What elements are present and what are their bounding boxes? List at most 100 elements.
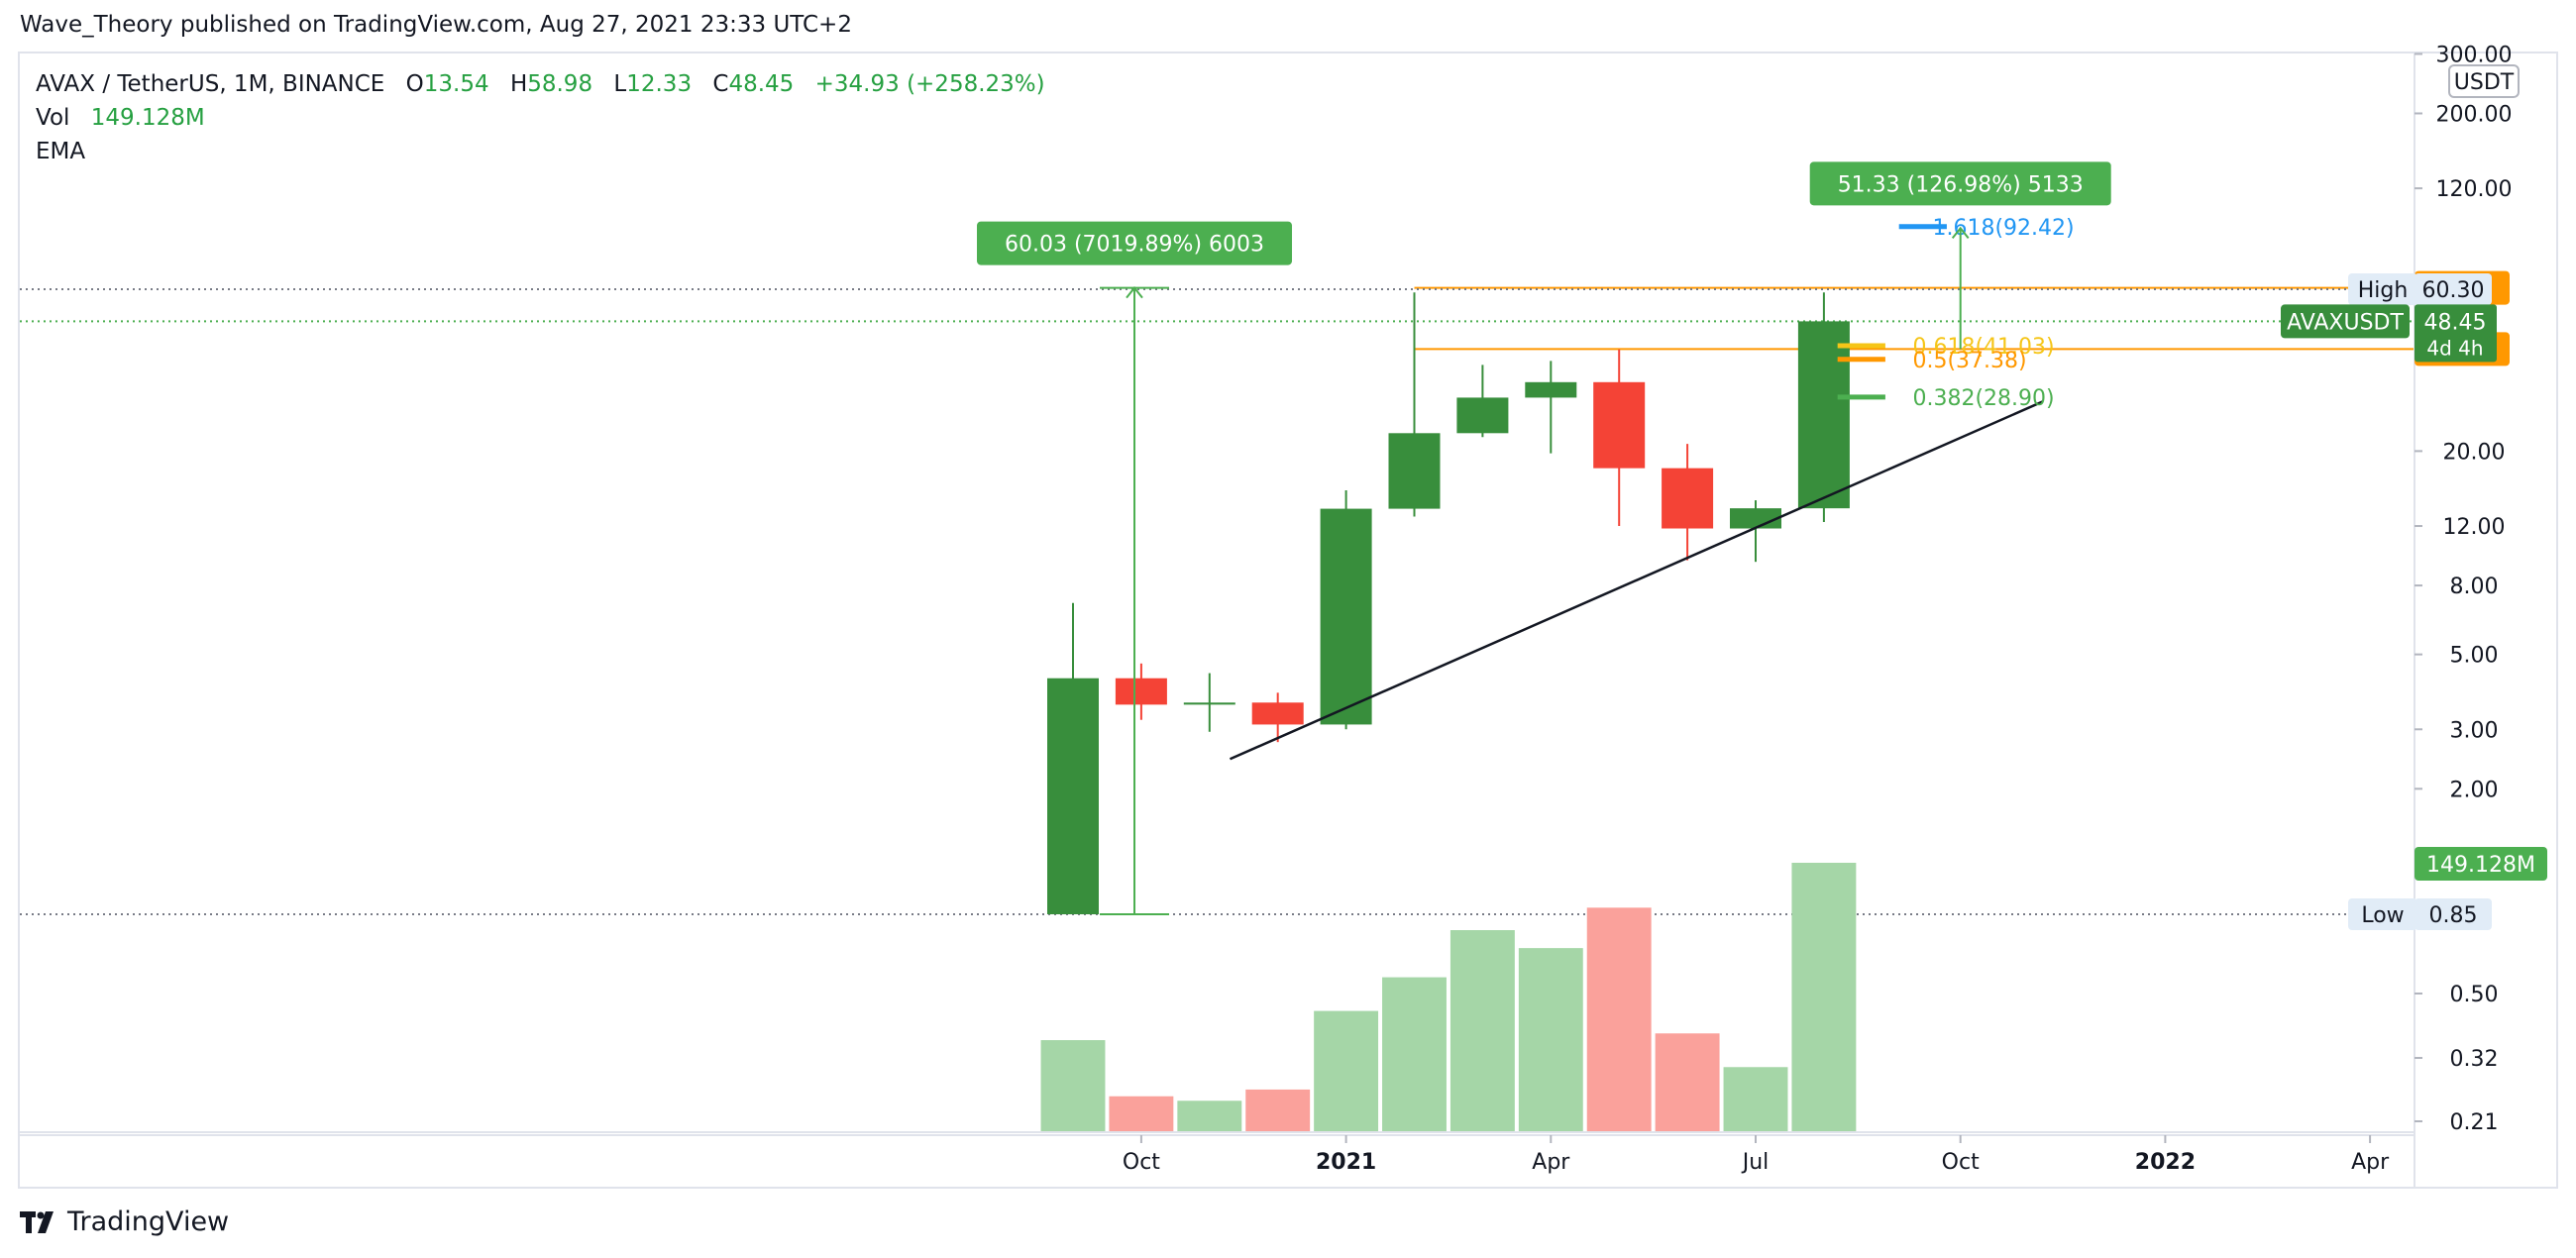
candle-body <box>1797 321 1850 509</box>
axis-badge-symbol-bg <box>2281 304 2410 339</box>
price-tick-300.00: 300.00 <box>2436 43 2513 67</box>
price-tick-2.00: 2.00 <box>2450 778 2499 802</box>
price-tick-8.00: 8.00 <box>2450 575 2499 599</box>
candle-body <box>1115 678 1167 705</box>
chart-legend: AVAX / TetherUS, 1M, BINANCE O13.54 H58.… <box>36 67 1045 168</box>
fib-label-3: 0.382(28.90) <box>1912 386 2054 411</box>
legend-close: 48.45 <box>728 71 795 97</box>
time-tick-0: Oct <box>1123 1150 1160 1175</box>
axis-badge-volume-bg <box>2415 847 2547 881</box>
axis-badge-low-value-bg <box>2415 898 2492 930</box>
volume-bar-2021-06 <box>1655 1033 1720 1132</box>
axis-badge-low-value-text: 0.85 <box>2429 903 2478 928</box>
volume-bar-2021-05 <box>1586 907 1652 1132</box>
legend-change: +34.93 (+258.23%) <box>814 71 1045 97</box>
legend-open: 13.54 <box>423 71 489 97</box>
legend-vol-label[interactable]: Vol <box>36 105 70 131</box>
volume-bar-2021-07 <box>1723 1067 1788 1132</box>
currency-badge-text: USDT <box>2454 70 2515 95</box>
legend-ema-label[interactable]: EMA <box>36 139 86 164</box>
time-tick-3: Jul <box>1741 1150 1770 1175</box>
time-tick-6: Apr <box>2351 1150 2390 1175</box>
volume-bar-2021-02 <box>1382 977 1447 1132</box>
axis-badge-symbol: AVAXUSDT <box>2281 304 2410 339</box>
candles <box>1047 292 1850 914</box>
candle-2021-08 <box>1797 292 1850 523</box>
price-tick-12.00: 12.00 <box>2443 515 2506 540</box>
range-label-0-bg <box>977 221 1293 265</box>
candle-2021-02 <box>1388 292 1441 517</box>
candle-body <box>1662 468 1714 529</box>
time-tick-1: 2021 <box>1316 1150 1376 1175</box>
fib-label-0: 1.618(92.42) <box>1932 216 2074 241</box>
time-tick-2: Apr <box>1532 1150 1570 1175</box>
range-label-1: 51.33 (126.98%) 5133 <box>1809 161 2111 206</box>
publisher-line: Wave_Theory published on TradingView.com… <box>20 12 852 38</box>
volume-bar-2020-09 <box>1040 1040 1106 1132</box>
axis-badge-low-name-bg <box>2348 898 2417 930</box>
volume-bars <box>20 863 2415 1133</box>
range-arrow-1 <box>1951 226 1970 239</box>
legend-volume-row: Vol 149.128M <box>36 101 1045 135</box>
axis-badge-high-name-bg <box>2348 273 2417 305</box>
candle-2020-11 <box>1183 673 1235 732</box>
axis-badge-high-value: 60.30 <box>2415 273 2492 305</box>
candle-body <box>1047 678 1099 914</box>
candle-body <box>1730 508 1781 529</box>
range-label-1-bg <box>1809 161 2111 206</box>
legend-high: 58.98 <box>527 71 593 97</box>
volume-bar-2020-11 <box>1177 1101 1242 1132</box>
tradingview-logo-icon <box>20 1210 54 1233</box>
legend-ema-row: EMA <box>36 135 1045 168</box>
volume-bar-2021-04 <box>1518 948 1583 1132</box>
candle-2021-04 <box>1525 361 1577 454</box>
legend-low: 12.33 <box>626 71 693 97</box>
price-tick-120.00: 120.00 <box>2436 177 2513 202</box>
candle-2021-07 <box>1730 500 1781 563</box>
price-tick-20.00: 20.00 <box>2443 440 2506 465</box>
price-tick-3.00: 3.00 <box>2450 718 2499 743</box>
candle-body <box>1251 702 1304 725</box>
legend-close-label: C <box>712 71 729 97</box>
candle-2021-03 <box>1456 365 1509 438</box>
legend-symbol[interactable]: AVAX / TetherUS, 1M, BINANCE <box>36 71 385 97</box>
candle-2021-05 <box>1593 349 1646 527</box>
candle-2021-01 <box>1320 490 1372 730</box>
trend-line <box>1229 400 2043 761</box>
fib-label-1: 0.618(41.03) <box>1912 335 2054 360</box>
volume-bar-2021-03 <box>1449 930 1515 1132</box>
price-tick-0.21: 0.21 <box>2450 1110 2499 1135</box>
time-axis: Oct 2021 Apr Jul Oct 2022 Apr <box>20 1134 2415 1175</box>
axis-badge-last-price-bg <box>2415 304 2497 363</box>
volume-bar-2020-12 <box>1245 1089 1311 1132</box>
price-tick-200.00: 200.00 <box>2436 102 2513 127</box>
chart-frame <box>18 52 2558 1189</box>
axis-badge-high-name: High <box>2348 273 2417 305</box>
footer-logo[interactable]: TradingView <box>20 1206 229 1237</box>
candle-body <box>1183 702 1235 705</box>
fib-label-2: 0.5(37.38) <box>1912 349 2026 373</box>
footer-brand: TradingView <box>67 1206 230 1237</box>
candle-body <box>1388 433 1441 509</box>
axis-badge-low-name-text: Low <box>2361 903 2404 928</box>
volume-bar-2021-08 <box>1791 863 1857 1132</box>
axis-badge-last-price-value: 48.45 <box>2424 310 2487 335</box>
currency-badge: USDT <box>2448 64 2520 98</box>
axis-badge-symbol-text: AVAXUSDT <box>2287 310 2404 335</box>
axis-badge-volume-text: 149.128M <box>2426 853 2535 878</box>
candle-2020-10 <box>1115 663 1167 720</box>
time-tick-5: 2022 <box>2135 1150 2196 1175</box>
drawings: 1.618(92.42) 0.618(41.03)0.5(37.38) 0.382(… <box>977 161 2111 915</box>
candle-body <box>1320 508 1372 725</box>
currency-badge-bg <box>2448 64 2520 98</box>
legend-symbol-row: AVAX / TetherUS, 1M, BINANCE O13.54 H58.… <box>36 67 1045 101</box>
candle-2021-06 <box>1662 444 1714 561</box>
axis-badge-countdown: 4d 4h <box>2426 336 2483 360</box>
axis-badge-low-value: 0.85 <box>2415 898 2492 930</box>
legend-open-label: O <box>405 71 424 97</box>
candle-body <box>1456 397 1509 434</box>
axis-badge-high-value-text: 60.30 <box>2422 278 2485 303</box>
range-label-1-text: 51.33 (126.98%) 5133 <box>1838 172 2084 197</box>
